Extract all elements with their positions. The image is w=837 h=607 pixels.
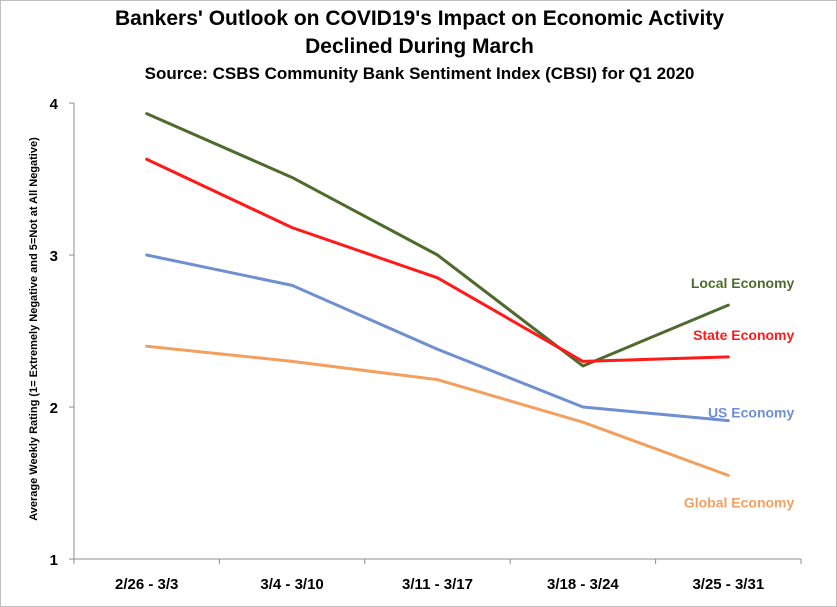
y-tick-label: 4 <box>50 96 59 113</box>
chart-title-line2: Declined During March <box>305 35 534 58</box>
series-line-state-economy <box>145 157 730 363</box>
x-tick-label: 3/25 - 3/31 <box>692 576 764 593</box>
x-tick-label: 2/26 - 3/3 <box>115 576 178 593</box>
series-line-local-economy <box>145 112 730 368</box>
series-label-state-economy: State Economy <box>693 327 794 343</box>
series-label-us-economy: US Economy <box>708 405 795 421</box>
chart-subtitle: Source: CSBS Community Bank Sentiment In… <box>144 64 695 83</box>
series-label-local-economy: Local Economy <box>691 275 795 291</box>
x-tick-label: 3/11 - 3/17 <box>402 576 473 593</box>
y-tick-label: 3 <box>50 248 58 265</box>
series-line-us-economy <box>145 253 730 423</box>
y-axis-label: Average Weekly Rating (1= Extremely Nega… <box>28 137 40 521</box>
series-line-global-economy <box>145 344 730 477</box>
y-tick-label: 2 <box>50 400 58 417</box>
x-tick-label: 3/4 - 3/10 <box>260 576 323 593</box>
x-tick-label: 3/18 - 3/24 <box>547 576 619 593</box>
chart-title: Bankers' Outlook on COVID19's Impact on … <box>114 7 724 30</box>
series-label-global-economy: Global Economy <box>684 494 795 510</box>
chart-titles: Bankers' Outlook on COVID19's Impact on … <box>1 5 837 86</box>
y-tick-label: 1 <box>50 552 58 569</box>
